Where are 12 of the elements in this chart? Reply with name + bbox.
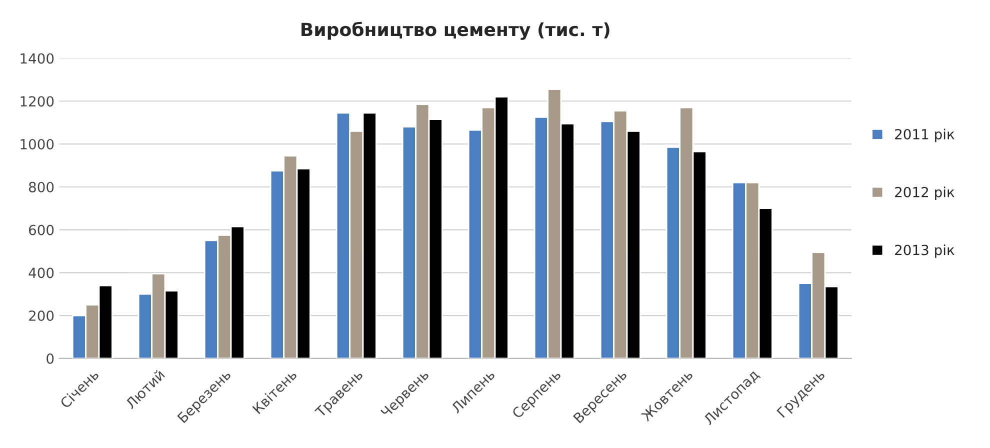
- chart-title: Виробництво цементу (тис. т): [302, 22, 610, 40]
- y-tick-label: 1000: [20, 138, 54, 150]
- y-tick-label: 600: [29, 224, 54, 236]
- legend-label: 2013 рік: [895, 244, 954, 258]
- y-tick-label: 200: [29, 310, 54, 321]
- y-tick-label: 400: [28, 268, 54, 278]
- y-tick-label: 1200: [20, 96, 54, 107]
- y-tick-label: 800: [28, 182, 54, 192]
- legend-label: 2012 рік: [895, 186, 954, 200]
- legend-label: 2011 рік: [895, 128, 954, 142]
- y-tick-label: 0: [46, 353, 54, 364]
- y-tick-label: 1400: [20, 53, 54, 64]
